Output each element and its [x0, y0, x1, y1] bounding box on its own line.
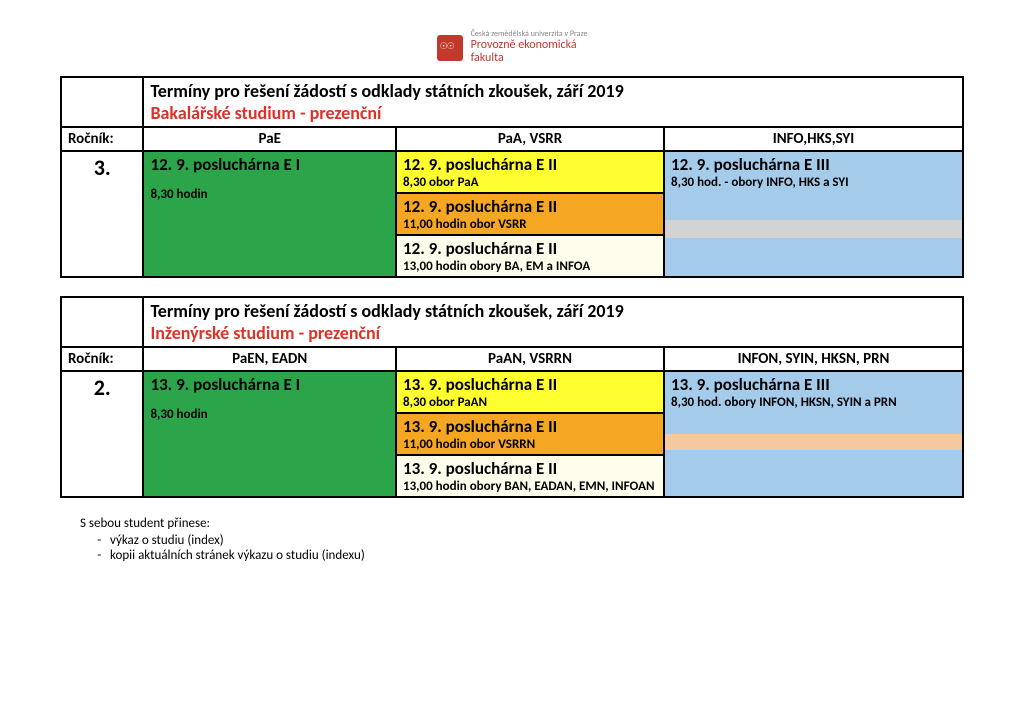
t2-col1-sub: 8,30 hodin — [150, 407, 389, 422]
t1-col2-r1: 12. 9. posluchárna E II 11,00 hodin obor… — [396, 193, 664, 235]
logo-big-line2: fakulta — [471, 52, 588, 65]
t1-hdr-col2: PaA, VSRR — [396, 127, 664, 151]
footer-item: kopii aktuálních stránek výkazu o studiu… — [110, 548, 964, 563]
t1-title-main: Termíny pro řešení žádostí s odklady stá… — [150, 80, 956, 102]
t2-hdr-col3: INFON, SYIN, HKSN, PRN — [664, 347, 963, 371]
t2-hdr-rocnik: Ročník: — [61, 347, 143, 371]
t2-col2-r0-title: 13. 9. posluchárna E II — [403, 374, 657, 395]
t2-col2-r1-sub: 11,00 hodin obor VSRRN — [403, 437, 657, 452]
t1-year: 3. — [61, 151, 143, 277]
t1-col3-sub: 8,30 hod. - obory INFO, HKS a SYI — [671, 175, 956, 190]
t1-title-sub: Bakalářské studium - prezenční — [150, 102, 956, 124]
t1-col3-title: 12. 9. posluchárna E III — [671, 154, 956, 175]
t2-col2-r1-title: 13. 9. posluchárna E II — [403, 416, 657, 437]
logo-big-line1: Provozně ekonomická — [471, 39, 588, 52]
t1-col2-r2-sub: 13,00 hodin obory BA, EM a INFOA — [403, 259, 657, 274]
t2-col2-r2-title: 13. 9. posluchárna E II — [403, 458, 657, 479]
t2-col2-r0: 13. 9. posluchárna E II 8,30 obor PaAN — [396, 371, 664, 413]
logo-icon — [437, 35, 463, 61]
t2-col1-title: 13. 9. posluchárna E I — [150, 374, 389, 395]
t2-year: 2. — [61, 371, 143, 497]
t2-col2-r2: 13. 9. posluchárna E II 13,00 hodin obor… — [396, 455, 664, 497]
t1-hdr-col3: INFO,HKS,SYI — [664, 127, 963, 151]
t1-col1-title: 12. 9. posluchárna E I — [150, 154, 389, 175]
table-bachelor: Termíny pro řešení žádostí s odklady stá… — [60, 76, 964, 278]
t2-col3-peach-stripe — [665, 434, 962, 450]
t2-col2-r2-sub: 13,00 hodin obory BAN, EADAN, EMN, INFOA… — [403, 479, 657, 494]
t1-col2-r0: 12. 9. posluchárna E II 8,30 obor PaA — [396, 151, 664, 193]
t2-title-main: Termíny pro řešení žádostí s odklady stá… — [150, 300, 956, 322]
t1-col2-r2: 12. 9. posluchárna E II 13,00 hodin obor… — [396, 235, 664, 277]
t1-col2-r0-sub: 8,30 obor PaA — [403, 175, 657, 190]
t2-hdr-col2: PaAN, VSRRN — [396, 347, 664, 371]
t1-hdr-rocnik: Ročník: — [61, 127, 143, 151]
t2-col3-sub: 8,30 hod. obory INFON, HKSN, SYIN a PRN — [671, 395, 956, 410]
t1-col1-cell: 12. 9. posluchárna E I 8,30 hodin — [143, 151, 396, 277]
t1-col2-r2-title: 12. 9. posluchárna E II — [403, 238, 657, 259]
t1-col1-sub: 8,30 hodin — [150, 187, 389, 202]
logo-block: Česká zemědělská univerzita v Praze Prov… — [60, 30, 964, 66]
t1-col3-cell: 12. 9. posluchárna E III 8,30 hod. - obo… — [664, 151, 963, 277]
footer-lead: S sebou student přinese: — [80, 516, 964, 531]
t2-col2-r0-sub: 8,30 obor PaAN — [403, 395, 657, 410]
table-engineer: Termíny pro řešení žádostí s odklady stá… — [60, 296, 964, 498]
t2-hdr-col1: PaEN, EADN — [143, 347, 396, 371]
footer-item: výkaz o studiu (index) — [110, 533, 964, 548]
t1-col2-r1-sub: 11,00 hodin obor VSRR — [403, 217, 657, 232]
t1-col2-r0-title: 12. 9. posluchárna E II — [403, 154, 657, 175]
t1-col2-r1-title: 12. 9. posluchárna E II — [403, 196, 657, 217]
t2-col3-cell: 13. 9. posluchárna E III 8,30 hod. obory… — [664, 371, 963, 497]
t2-col3-title: 13. 9. posluchárna E III — [671, 374, 956, 395]
t2-col1-cell: 13. 9. posluchárna E I 8,30 hodin — [143, 371, 396, 497]
footer-notes: S sebou student přinese: výkaz o studiu … — [80, 516, 964, 563]
logo-text: Česká zemědělská univerzita v Praze Prov… — [471, 30, 588, 65]
t2-title-sub: Inženýrské studium - prezenční — [150, 322, 956, 344]
t2-col2-r1: 13. 9. posluchárna E II 11,00 hodin obor… — [396, 413, 664, 455]
t1-hdr-col1: PaE — [143, 127, 396, 151]
